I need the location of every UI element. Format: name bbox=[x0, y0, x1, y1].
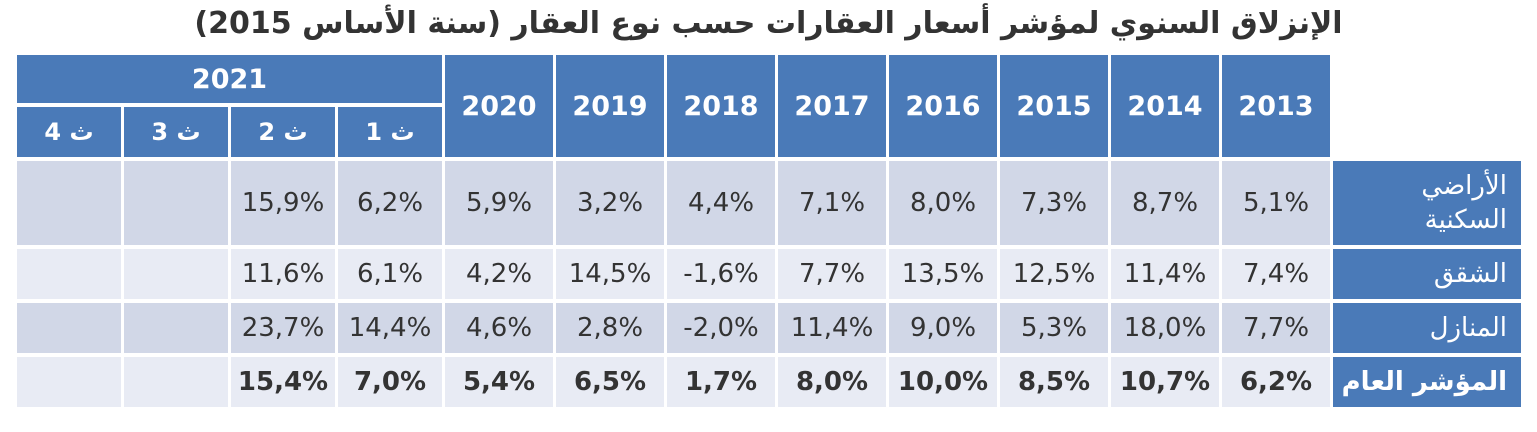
row-label: الشقق bbox=[1333, 249, 1521, 299]
cell-2013: 7,7% bbox=[1222, 303, 1330, 353]
cell-2020: 4,6% bbox=[445, 303, 553, 353]
header-year-2017: 2017 bbox=[778, 55, 886, 157]
cell-q4 bbox=[17, 357, 121, 407]
cell-2020: 4,2% bbox=[445, 249, 553, 299]
header-quarter-4: ث 4 bbox=[17, 107, 121, 157]
cell-2017: 11,4% bbox=[778, 303, 886, 353]
cell-q3 bbox=[124, 161, 228, 245]
cell-2016: 9,0% bbox=[889, 303, 997, 353]
cell-2017: 8,0% bbox=[778, 357, 886, 407]
cell-q1: 7,0% bbox=[338, 357, 442, 407]
cell-q2: 11,6% bbox=[231, 249, 335, 299]
header-year-2019: 2019 bbox=[556, 55, 664, 157]
row-label: المؤشر العام bbox=[1333, 357, 1521, 407]
cell-2015: 12,5% bbox=[1000, 249, 1108, 299]
cell-2020: 5,9% bbox=[445, 161, 553, 245]
header-year-2020: 2020 bbox=[445, 55, 553, 157]
header-year-2014: 2014 bbox=[1111, 55, 1219, 157]
cell-2014: 8,7% bbox=[1111, 161, 1219, 245]
cell-2013: 7,4% bbox=[1222, 249, 1330, 299]
cell-2015: 8,5% bbox=[1000, 357, 1108, 407]
cell-2014: 18,0% bbox=[1111, 303, 1219, 353]
cell-2018: -2,0% bbox=[667, 303, 775, 353]
header-year-2015: 2015 bbox=[1000, 55, 1108, 157]
cell-2020: 5,4% bbox=[445, 357, 553, 407]
cell-q4 bbox=[17, 161, 121, 245]
cell-q2: 15,9% bbox=[231, 161, 335, 245]
header-year-2013: 2013 bbox=[1222, 55, 1330, 157]
cell-q4 bbox=[17, 303, 121, 353]
cell-2019: 2,8% bbox=[556, 303, 664, 353]
cell-q3 bbox=[124, 303, 228, 353]
cell-2016: 8,0% bbox=[889, 161, 997, 245]
row-label: المنازل bbox=[1333, 303, 1521, 353]
cell-q3 bbox=[124, 357, 228, 407]
header-year-2018: 2018 bbox=[667, 55, 775, 157]
cell-q3 bbox=[124, 249, 228, 299]
price-index-table: 2021 2020 2019 2018 2017 2016 2015 2014 … bbox=[14, 51, 1524, 411]
cell-2013: 5,1% bbox=[1222, 161, 1330, 245]
cell-2019: 6,5% bbox=[556, 357, 664, 407]
header-quarter-2: ث 2 bbox=[231, 107, 335, 157]
cell-q1: 14,4% bbox=[338, 303, 442, 353]
cell-2014: 10,7% bbox=[1111, 357, 1219, 407]
cell-q1: 6,2% bbox=[338, 161, 442, 245]
cell-2018: 1,7% bbox=[667, 357, 775, 407]
cell-2017: 7,1% bbox=[778, 161, 886, 245]
header-quarter-1: ث 1 bbox=[338, 107, 442, 157]
cell-2015: 7,3% bbox=[1000, 161, 1108, 245]
table-title: الإنزلاق السنوي لمؤشر أسعار العقارات حسب… bbox=[194, 6, 1343, 41]
header-quarter-3: ث 3 bbox=[124, 107, 228, 157]
cell-2019: 14,5% bbox=[556, 249, 664, 299]
header-year-2021: 2021 bbox=[17, 55, 442, 103]
cell-2016: 13,5% bbox=[889, 249, 997, 299]
cell-q2: 15,4% bbox=[231, 357, 335, 407]
table-row: 15,4% 7,0% 5,4% 6,5% 1,7% 8,0% 10,0% 8,5… bbox=[17, 357, 1521, 407]
cell-q4 bbox=[17, 249, 121, 299]
cell-q1: 6,1% bbox=[338, 249, 442, 299]
cell-2014: 11,4% bbox=[1111, 249, 1219, 299]
header-year-2016: 2016 bbox=[889, 55, 997, 157]
header-corner bbox=[1333, 55, 1521, 157]
cell-2017: 7,7% bbox=[778, 249, 886, 299]
cell-2013: 6,2% bbox=[1222, 357, 1330, 407]
cell-2015: 5,3% bbox=[1000, 303, 1108, 353]
table-row: 15,9% 6,2% 5,9% 3,2% 4,4% 7,1% 8,0% 7,3%… bbox=[17, 161, 1521, 245]
cell-2016: 10,0% bbox=[889, 357, 997, 407]
table-row: 23,7% 14,4% 4,6% 2,8% -2,0% 11,4% 9,0% 5… bbox=[17, 303, 1521, 353]
cell-q2: 23,7% bbox=[231, 303, 335, 353]
table-row: 11,6% 6,1% 4,2% 14,5% -1,6% 7,7% 13,5% 1… bbox=[17, 249, 1521, 299]
cell-2019: 3,2% bbox=[556, 161, 664, 245]
cell-2018: -1,6% bbox=[667, 249, 775, 299]
cell-2018: 4,4% bbox=[667, 161, 775, 245]
row-label: الأراضي السكنية bbox=[1333, 161, 1521, 245]
